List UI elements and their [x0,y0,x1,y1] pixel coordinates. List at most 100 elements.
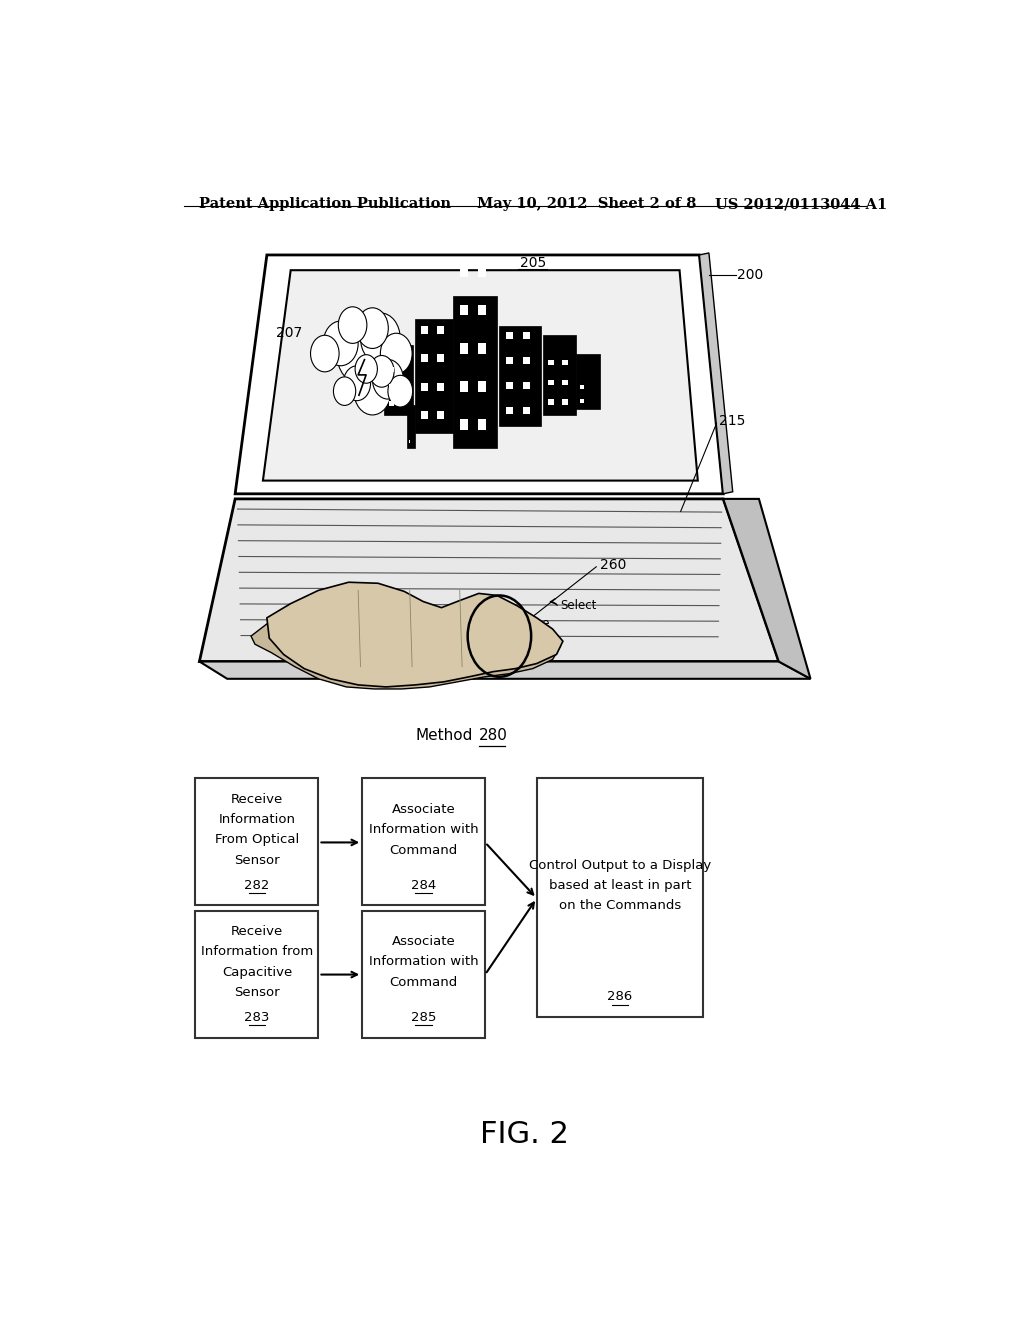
Text: Move: Move [518,618,550,631]
Bar [408,405,416,447]
Circle shape [354,367,391,414]
Bar [478,267,486,277]
Text: US 2012/0113044 A1: US 2012/0113044 A1 [715,197,888,211]
Text: Receive: Receive [230,793,283,805]
Circle shape [337,323,384,384]
Bar [548,360,554,366]
Bar [421,354,428,362]
Polygon shape [200,499,778,661]
Bar [389,384,394,389]
Bar [523,381,530,389]
Bar [437,354,443,362]
Bar [580,385,585,389]
Text: Associate: Associate [392,803,456,816]
Circle shape [310,335,339,372]
Bar [460,343,468,354]
Bar [580,399,585,403]
Bar [523,333,530,339]
Bar [460,305,468,315]
Bar [523,356,530,364]
Text: Receive: Receive [230,925,283,939]
Bar [454,296,497,447]
Bar [196,779,318,906]
Bar [478,343,486,354]
Bar [562,380,568,385]
Text: Information: Information [218,813,296,826]
Bar [196,911,318,1038]
Text: 215: 215 [719,413,745,428]
Circle shape [380,333,412,374]
Text: on the Commands: on the Commands [559,899,681,912]
Text: 285: 285 [411,1011,436,1024]
Text: Select: Select [560,599,597,612]
Circle shape [373,359,403,399]
Text: 282: 282 [245,879,269,891]
Polygon shape [263,271,697,480]
Bar [506,407,513,413]
Bar [460,267,468,277]
Bar [506,381,513,389]
Bar [562,400,568,405]
Bar [437,326,443,334]
Bar [362,779,485,906]
Polygon shape [267,582,563,686]
Text: Sensor: Sensor [234,986,280,999]
Bar [437,383,443,391]
Text: Associate: Associate [392,935,456,948]
Text: based at least in part: based at least in part [549,879,691,892]
Text: Capacitive: Capacitive [222,965,292,978]
Bar [460,420,468,430]
Text: Sensor: Sensor [234,854,280,867]
Bar [389,367,394,372]
Text: From Optical: From Optical [215,833,299,846]
Bar [478,420,486,430]
Bar [478,305,486,315]
Text: 284: 284 [411,879,436,891]
Polygon shape [200,661,811,678]
Bar [543,335,577,414]
Bar [537,779,703,1018]
Bar [362,911,485,1038]
Polygon shape [251,590,560,689]
Bar [548,400,554,405]
Text: May 10, 2012  Sheet 2 of 8: May 10, 2012 Sheet 2 of 8 [477,197,696,211]
Text: FIG. 2: FIG. 2 [480,1119,569,1148]
Polygon shape [699,253,733,494]
Polygon shape [723,499,811,678]
Circle shape [334,378,355,405]
Bar [523,407,530,413]
Text: 207: 207 [276,326,303,341]
Bar [506,356,513,364]
Bar [460,381,468,392]
Circle shape [355,355,378,383]
Bar [577,354,600,409]
Text: Command: Command [389,975,458,989]
Bar [548,380,554,385]
Text: 286: 286 [607,990,633,1003]
Bar [421,383,428,391]
Text: Method: Method [416,727,473,743]
Circle shape [338,306,367,343]
Bar [478,228,486,239]
Bar [389,401,394,407]
Bar [384,346,413,414]
Text: 260: 260 [600,558,627,572]
Polygon shape [236,255,723,494]
Circle shape [324,321,358,366]
Text: Information with: Information with [369,824,478,837]
Text: 283: 283 [245,1011,269,1024]
Bar [421,326,428,334]
Bar [478,381,486,392]
Text: Information with: Information with [369,956,478,969]
Bar [409,440,410,444]
Text: 280: 280 [479,727,508,743]
Text: 200: 200 [737,268,764,282]
Text: Patent Application Publication: Patent Application Publication [200,197,452,211]
Circle shape [360,313,400,364]
Bar [506,333,513,339]
Text: Control Output to a Display: Control Output to a Display [529,859,711,871]
Circle shape [370,355,394,387]
Text: Information from: Information from [201,945,313,958]
Bar [460,228,468,239]
Bar [500,326,541,426]
